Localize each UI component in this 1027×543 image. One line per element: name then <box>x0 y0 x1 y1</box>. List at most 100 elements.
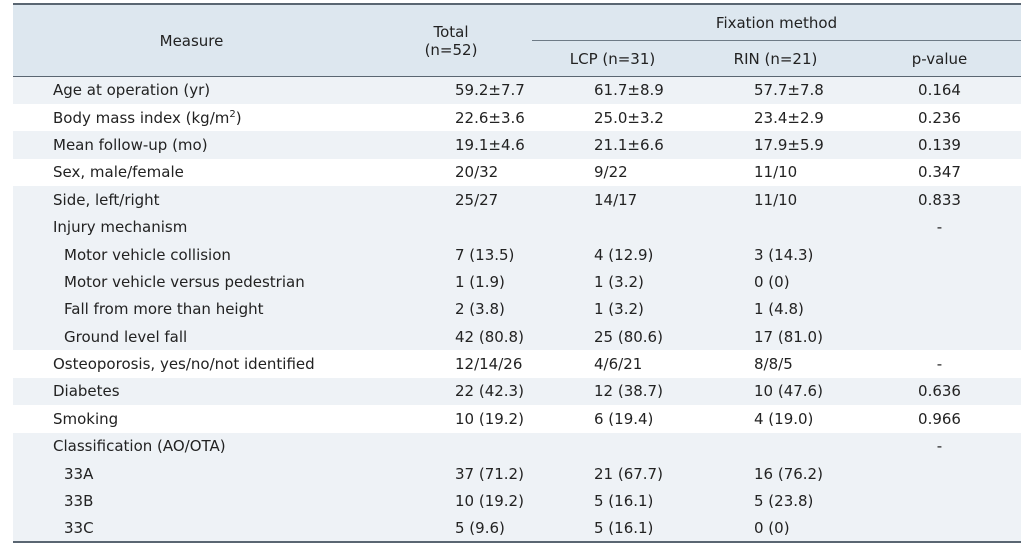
cell-total: 42 (80.8) <box>370 323 532 351</box>
cell-lcp: 1 (3.2) <box>532 295 693 324</box>
cell-lcp <box>532 213 693 241</box>
table-row: 33A 37 (71.2) 21 (67.7) 16 (76.2) <box>13 459 1022 488</box>
header-total-label: Total <box>433 22 469 41</box>
cell-measure: Motor vehicle versus pedestrian <box>13 268 370 296</box>
cell-total: 22.6±3.6 <box>455 108 525 127</box>
header-total-n: (n=52) <box>424 40 478 59</box>
demographics-table: Measure Total (n=52) Fixation method LCP… <box>13 3 1022 543</box>
cell-lcp: 25 (80.6) <box>532 323 693 351</box>
cell-rin: 0 (0) <box>693 514 858 543</box>
cell-pvalue <box>858 240 1022 269</box>
cell-total <box>370 432 532 460</box>
cell-total: 12/14/26 <box>455 355 523 374</box>
cell-measure: Mean follow-up (mo) <box>13 131 370 159</box>
table-row: Side, left/right 25/27 14/17 11/10 0.833 <box>13 186 1022 214</box>
cell-rin: 17.9±5.9 <box>693 131 858 159</box>
cell-measure: Diabetes <box>13 377 370 406</box>
table-row: Mean follow-up (mo) 19.1±4.6 21.1±6.6 17.9±… <box>13 131 1022 159</box>
header-fixation-method: Fixation method <box>532 4 1022 41</box>
measure-label-text: Body mass index (kg/m <box>53 108 230 127</box>
cell-measure: Side, left/right <box>13 186 370 214</box>
cell-lcp: 6 (19.4) <box>594 409 654 428</box>
cell-lcp: 61.7±8.9 <box>532 76 693 104</box>
table-body: Age at operation (yr) 59.2±7.7 61.7±8.9 57.… <box>13 76 1022 543</box>
cell-total: 20/32 <box>455 163 499 182</box>
cell-pvalue: 0.833 <box>858 186 1022 214</box>
cell-pvalue <box>858 487 1022 515</box>
measure-label-sup: 2 <box>229 108 236 120</box>
table-row: Fall from more than height 2 (3.8) 1 (3.2)… <box>13 295 1022 324</box>
cell-rin: 3 (14.3) <box>693 240 858 269</box>
header-rin: RIN (n=21) <box>693 40 858 77</box>
cell-lcp: 4 (12.9) <box>532 240 693 269</box>
cell-lcp: 9/22 <box>594 163 628 182</box>
cell-rin <box>693 213 858 241</box>
cell-rin: 11/10 <box>693 186 858 214</box>
table-row: Osteoporosis, yes/no/not identified 12/14… <box>13 350 1021 377</box>
cell-pvalue <box>858 323 1022 351</box>
table-row: Ground level fall 42 (80.8) 25 (80.6) 17 (8… <box>13 323 1022 351</box>
cell-pvalue: 0.966 <box>918 409 961 428</box>
table-row: Motor vehicle collision 7 (13.5) 4 (12.9) 3… <box>13 240 1022 269</box>
table-row: Smoking 10 (19.2) 6 (19.4) 4 (19.0) 0.966 <box>13 405 1021 432</box>
cell-lcp: 21 (67.7) <box>532 459 693 488</box>
cell-lcp: 1 (3.2) <box>532 268 693 296</box>
cell-pvalue: 0.636 <box>858 377 1022 406</box>
cell-rin: 11/10 <box>754 163 798 182</box>
table-row: Classification (AO/OTA) - <box>13 432 1022 460</box>
cell-pvalue: - <box>936 355 943 374</box>
cell-rin: 1 (4.8) <box>693 295 858 324</box>
table-row: Injury mechanism - <box>13 213 1022 241</box>
cell-rin: 16 (76.2) <box>693 459 858 488</box>
cell-pvalue <box>858 268 1022 296</box>
table-header: Measure Total (n=52) Fixation method LCP… <box>13 4 1022 77</box>
cell-rin <box>693 432 858 460</box>
cell-lcp: 4/6/21 <box>594 355 643 374</box>
cell-measure: 33C <box>13 514 370 543</box>
cell-pvalue: - <box>858 213 1022 241</box>
cell-total: 37 (71.2) <box>370 459 532 488</box>
cell-measure: 33A <box>13 459 370 488</box>
cell-pvalue: - <box>858 432 1022 460</box>
table-row: 33C 5 (9.6) 5 (16.1) 0 (0) <box>13 514 1022 543</box>
cell-pvalue: 0.164 <box>858 76 1022 104</box>
table-container: Measure Total (n=52) Fixation method LCP… <box>13 3 1022 543</box>
cell-measure: Sex, male/female <box>53 163 184 182</box>
cell-measure: Osteoporosis, yes/no/not identified <box>53 355 315 374</box>
cell-lcp: 25.0±3.2 <box>594 108 664 127</box>
cell-rin: 8/8/5 <box>754 355 793 374</box>
table-row: Motor vehicle versus pedestrian 1 (1.9) 1 … <box>13 268 1022 296</box>
cell-pvalue <box>858 514 1022 543</box>
cell-total: 25/27 <box>370 186 532 214</box>
cell-measure: Body mass index (kg/m2) <box>13 104 370 131</box>
cell-total: 19.1±4.6 <box>370 131 532 159</box>
cell-lcp: 12 (38.7) <box>532 377 693 406</box>
measure-label-tail: ) <box>235 108 242 127</box>
cell-rin: 10 (47.6) <box>693 377 858 406</box>
cell-pvalue <box>858 459 1022 488</box>
cell-rin: 57.7±7.8 <box>693 76 858 104</box>
cell-total: 10 (19.2) <box>370 487 532 515</box>
cell-pvalue <box>858 295 1022 324</box>
cell-measure: Motor vehicle collision <box>13 240 370 269</box>
cell-total: 59.2±7.7 <box>370 76 532 104</box>
cell-lcp: 5 (16.1) <box>532 514 693 543</box>
cell-total: 5 (9.6) <box>370 514 532 543</box>
cell-rin: 5 (23.8) <box>693 487 858 515</box>
cell-measure: Age at operation (yr) <box>13 76 370 104</box>
cell-total: 2 (3.8) <box>370 295 532 324</box>
table-row: Diabetes 22 (42.3) 12 (38.7) 10 (47.6) 0.636 <box>13 377 1022 406</box>
cell-total: 10 (19.2) <box>455 409 524 428</box>
cell-pvalue: 0.236 <box>918 108 961 127</box>
cell-measure: Classification (AO/OTA) <box>13 432 370 460</box>
cell-lcp <box>532 432 693 460</box>
cell-rin: 17 (81.0) <box>693 323 858 351</box>
cell-measure: 33B <box>13 487 370 515</box>
table-row: 33B 10 (19.2) 5 (16.1) 5 (23.8) <box>13 487 1022 515</box>
cell-measure: Smoking <box>53 409 119 428</box>
table-row: Sex, male/female 20/32 9/22 11/10 0.347 <box>13 159 1021 186</box>
cell-total: 7 (13.5) <box>370 240 532 269</box>
cell-measure: Fall from more than height <box>13 295 370 324</box>
table-row: Age at operation (yr) 59.2±7.7 61.7±8.9 57.… <box>13 76 1022 104</box>
cell-lcp: 21.1±6.6 <box>532 131 693 159</box>
